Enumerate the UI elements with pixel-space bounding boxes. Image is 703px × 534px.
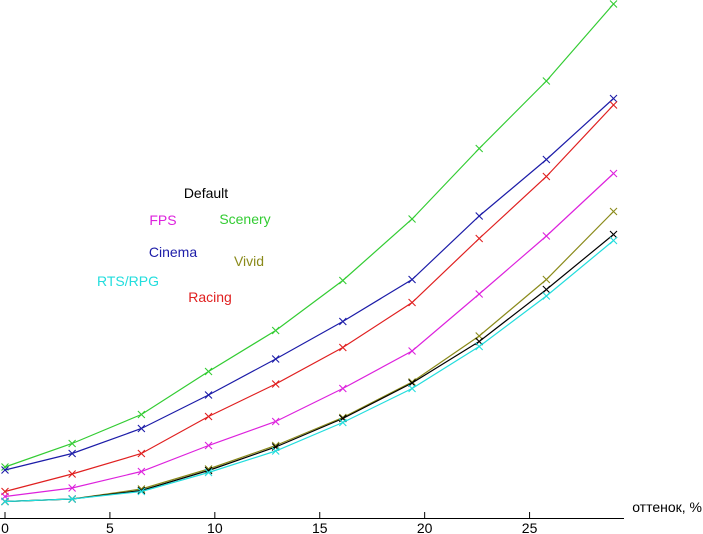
point-default-8: [542, 285, 551, 294]
label-racing: Racing: [188, 289, 232, 305]
point-racing-5: [338, 343, 347, 352]
x-tick-label-25: 25: [522, 520, 538, 534]
point-scenery-2: [137, 410, 146, 419]
series-line-vivid: [4, 211, 614, 503]
point-racing-4: [271, 380, 280, 388]
point-racing-2: [137, 449, 146, 458]
point-vivid-8: [542, 275, 551, 284]
series-default: [1, 230, 618, 506]
point-racing-6: [408, 298, 416, 307]
point-scenery-7: [475, 144, 484, 153]
point-cinema-2: [137, 424, 146, 433]
series-rts-rpg: [1, 236, 618, 506]
point-default-9: [609, 230, 618, 239]
label-vivid: Vivid: [234, 253, 264, 269]
point-fps-9: [609, 169, 618, 178]
point-cinema-7: [475, 212, 484, 220]
point-scenery-9: [609, 0, 618, 8]
point-fps-6: [408, 347, 416, 355]
point-fps-4: [271, 417, 280, 426]
point-racing-3: [204, 412, 213, 421]
point-fps-7: [475, 290, 484, 298]
point-racing-8: [542, 172, 551, 181]
point-racing-9: [609, 101, 618, 109]
point-rts-rpg-6: [408, 384, 416, 393]
x-axis-label: оттенок, %: [632, 499, 702, 515]
series-line-fps: [4, 173, 614, 498]
series-racing: [1, 101, 618, 496]
point-scenery-8: [542, 77, 551, 85]
point-scenery-6: [408, 215, 416, 223]
series-cinema: [1, 94, 618, 474]
point-racing-7: [475, 234, 484, 243]
point-scenery-4: [271, 326, 280, 335]
point-cinema-8: [542, 155, 551, 164]
point-default-6: [408, 379, 416, 387]
point-cinema-1: [68, 449, 77, 458]
point-vivid-7: [475, 332, 484, 340]
point-rts-rpg-0: [1, 497, 9, 506]
point-rts-rpg-9: [609, 236, 618, 245]
point-rts-rpg-2: [137, 487, 146, 496]
point-rts-rpg-7: [475, 342, 484, 351]
series-line-scenery: [4, 3, 614, 468]
point-cinema-5: [338, 317, 347, 326]
point-vivid-9: [609, 207, 618, 216]
series-line-rts-rpg: [4, 240, 614, 503]
x-tick-label-0: 0: [1, 520, 9, 534]
series-layer: [1, 0, 618, 506]
point-cinema-0: [1, 466, 9, 474]
point-racing-1: [68, 470, 77, 478]
point-scenery-5: [338, 276, 347, 285]
point-rts-rpg-8: [542, 292, 551, 300]
point-scenery-1: [68, 439, 77, 448]
point-rts-rpg-4: [271, 447, 280, 455]
point-fps-2: [137, 467, 146, 476]
series-line-cinema: [4, 98, 614, 471]
series-line-racing: [4, 104, 614, 493]
label-cinema: Cinema: [149, 244, 197, 260]
point-fps-8: [542, 232, 551, 240]
x-tick-label-10: 10: [207, 520, 223, 534]
series-labels: Default FPS Scenery Cinema Vivid RTS/RPG Racin…: [97, 185, 271, 305]
series-scenery: [1, 0, 618, 471]
series-fps: [1, 169, 618, 501]
point-fps-5: [338, 384, 347, 393]
label-fps: FPS: [149, 212, 176, 228]
x-ticks: 0 5 10 15 20 25: [1, 512, 538, 534]
point-cinema-4: [271, 355, 280, 363]
point-rts-rpg-5: [338, 418, 347, 427]
label-scenery: Scenery: [219, 211, 270, 227]
point-scenery-3: [204, 367, 213, 376]
label-default: Default: [184, 185, 228, 201]
point-cinema-6: [408, 275, 416, 284]
point-default-2: [137, 486, 146, 495]
x-tick-label-20: 20: [417, 520, 433, 534]
point-rts-rpg-3: [204, 468, 213, 477]
point-rts-rpg-1: [68, 495, 77, 503]
x-tick-label-5: 5: [106, 520, 114, 534]
label-rts-rpg: RTS/RPG: [97, 273, 159, 289]
point-fps-3: [204, 441, 213, 450]
point-fps-1: [68, 484, 77, 492]
point-cinema-3: [204, 391, 213, 399]
x-tick-label-15: 15: [312, 520, 328, 534]
series-vivid: [1, 207, 618, 506]
point-cinema-9: [609, 94, 618, 103]
